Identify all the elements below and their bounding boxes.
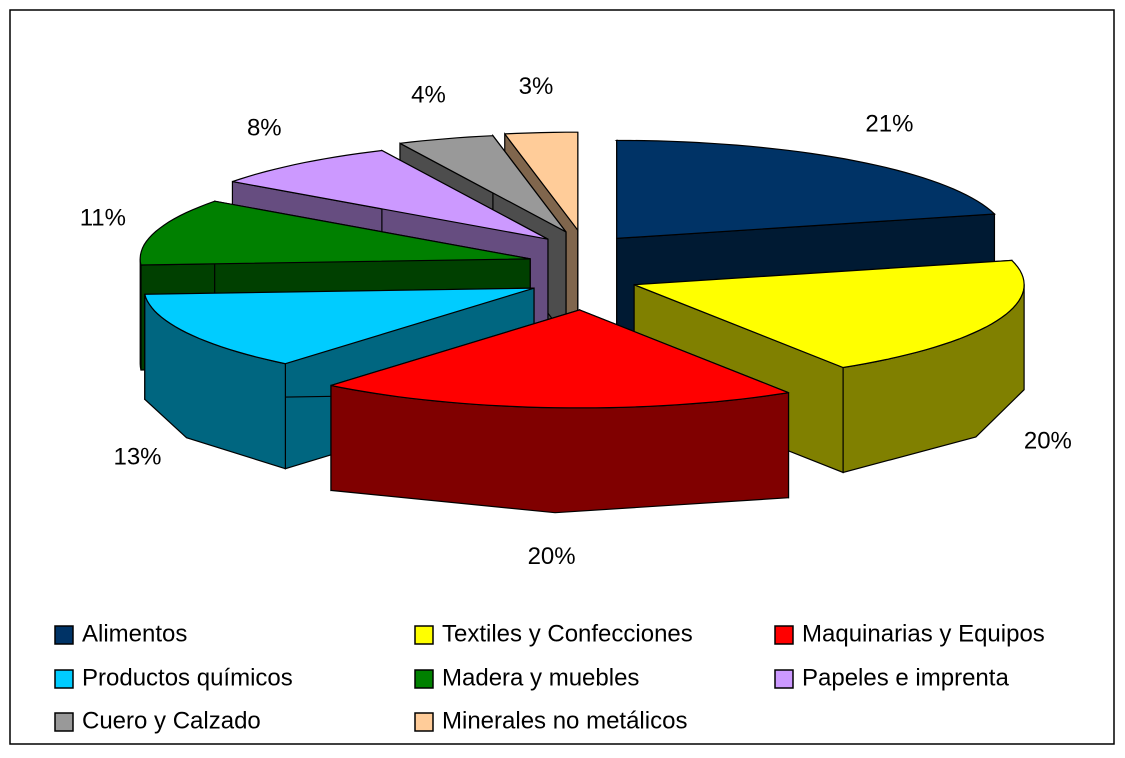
legend-label: Papeles e imprenta — [802, 664, 1009, 691]
legend-swatch — [414, 669, 434, 689]
pie-slice — [330, 309, 790, 514]
legend-label: Cuero y Calzado — [82, 707, 261, 734]
legend-swatch — [414, 712, 434, 732]
legend-label: Minerales no metálicos — [442, 707, 687, 734]
data-label: 21% — [865, 111, 913, 138]
legend-label: Madera y muebles — [442, 664, 639, 691]
slice-top — [139, 200, 531, 266]
slice-top — [614, 139, 996, 240]
legend-swatch — [414, 625, 434, 645]
legend-swatch — [774, 625, 794, 645]
data-label: 4% — [411, 81, 446, 108]
slice-top — [633, 259, 1025, 369]
data-label: 8% — [247, 114, 282, 141]
slice-side — [139, 258, 142, 371]
slice-top — [399, 135, 567, 233]
legend-swatch — [54, 625, 74, 645]
data-label: 20% — [528, 543, 576, 570]
data-label: 11% — [80, 204, 126, 231]
legend-label: Alimentos — [82, 620, 187, 647]
legend-swatch — [54, 712, 74, 732]
data-label: 3% — [519, 73, 554, 100]
legend-swatch — [774, 669, 794, 689]
legend-label: Productos químicos — [82, 664, 293, 691]
slice-top — [330, 309, 790, 409]
legend-label: Maquinarias y Equipos — [802, 620, 1045, 647]
slice-top — [143, 287, 535, 365]
slice-top — [231, 149, 549, 240]
legend-swatch — [54, 669, 74, 689]
data-label: 13% — [113, 443, 161, 470]
data-label: 20% — [1024, 428, 1072, 455]
legend-label: Textiles y Confecciones — [442, 620, 693, 647]
slice-top — [504, 131, 579, 232]
